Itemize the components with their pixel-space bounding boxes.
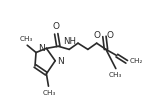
Text: N: N bbox=[57, 57, 64, 66]
Text: CH₃: CH₃ bbox=[20, 36, 33, 42]
Text: O: O bbox=[106, 31, 113, 40]
Text: CH₃: CH₃ bbox=[109, 72, 122, 78]
Text: CH₂: CH₂ bbox=[129, 58, 143, 64]
Text: NH: NH bbox=[63, 37, 76, 47]
Text: N: N bbox=[39, 44, 45, 53]
Text: O: O bbox=[93, 31, 100, 40]
Text: CH₃: CH₃ bbox=[42, 90, 56, 96]
Text: O: O bbox=[52, 22, 59, 31]
